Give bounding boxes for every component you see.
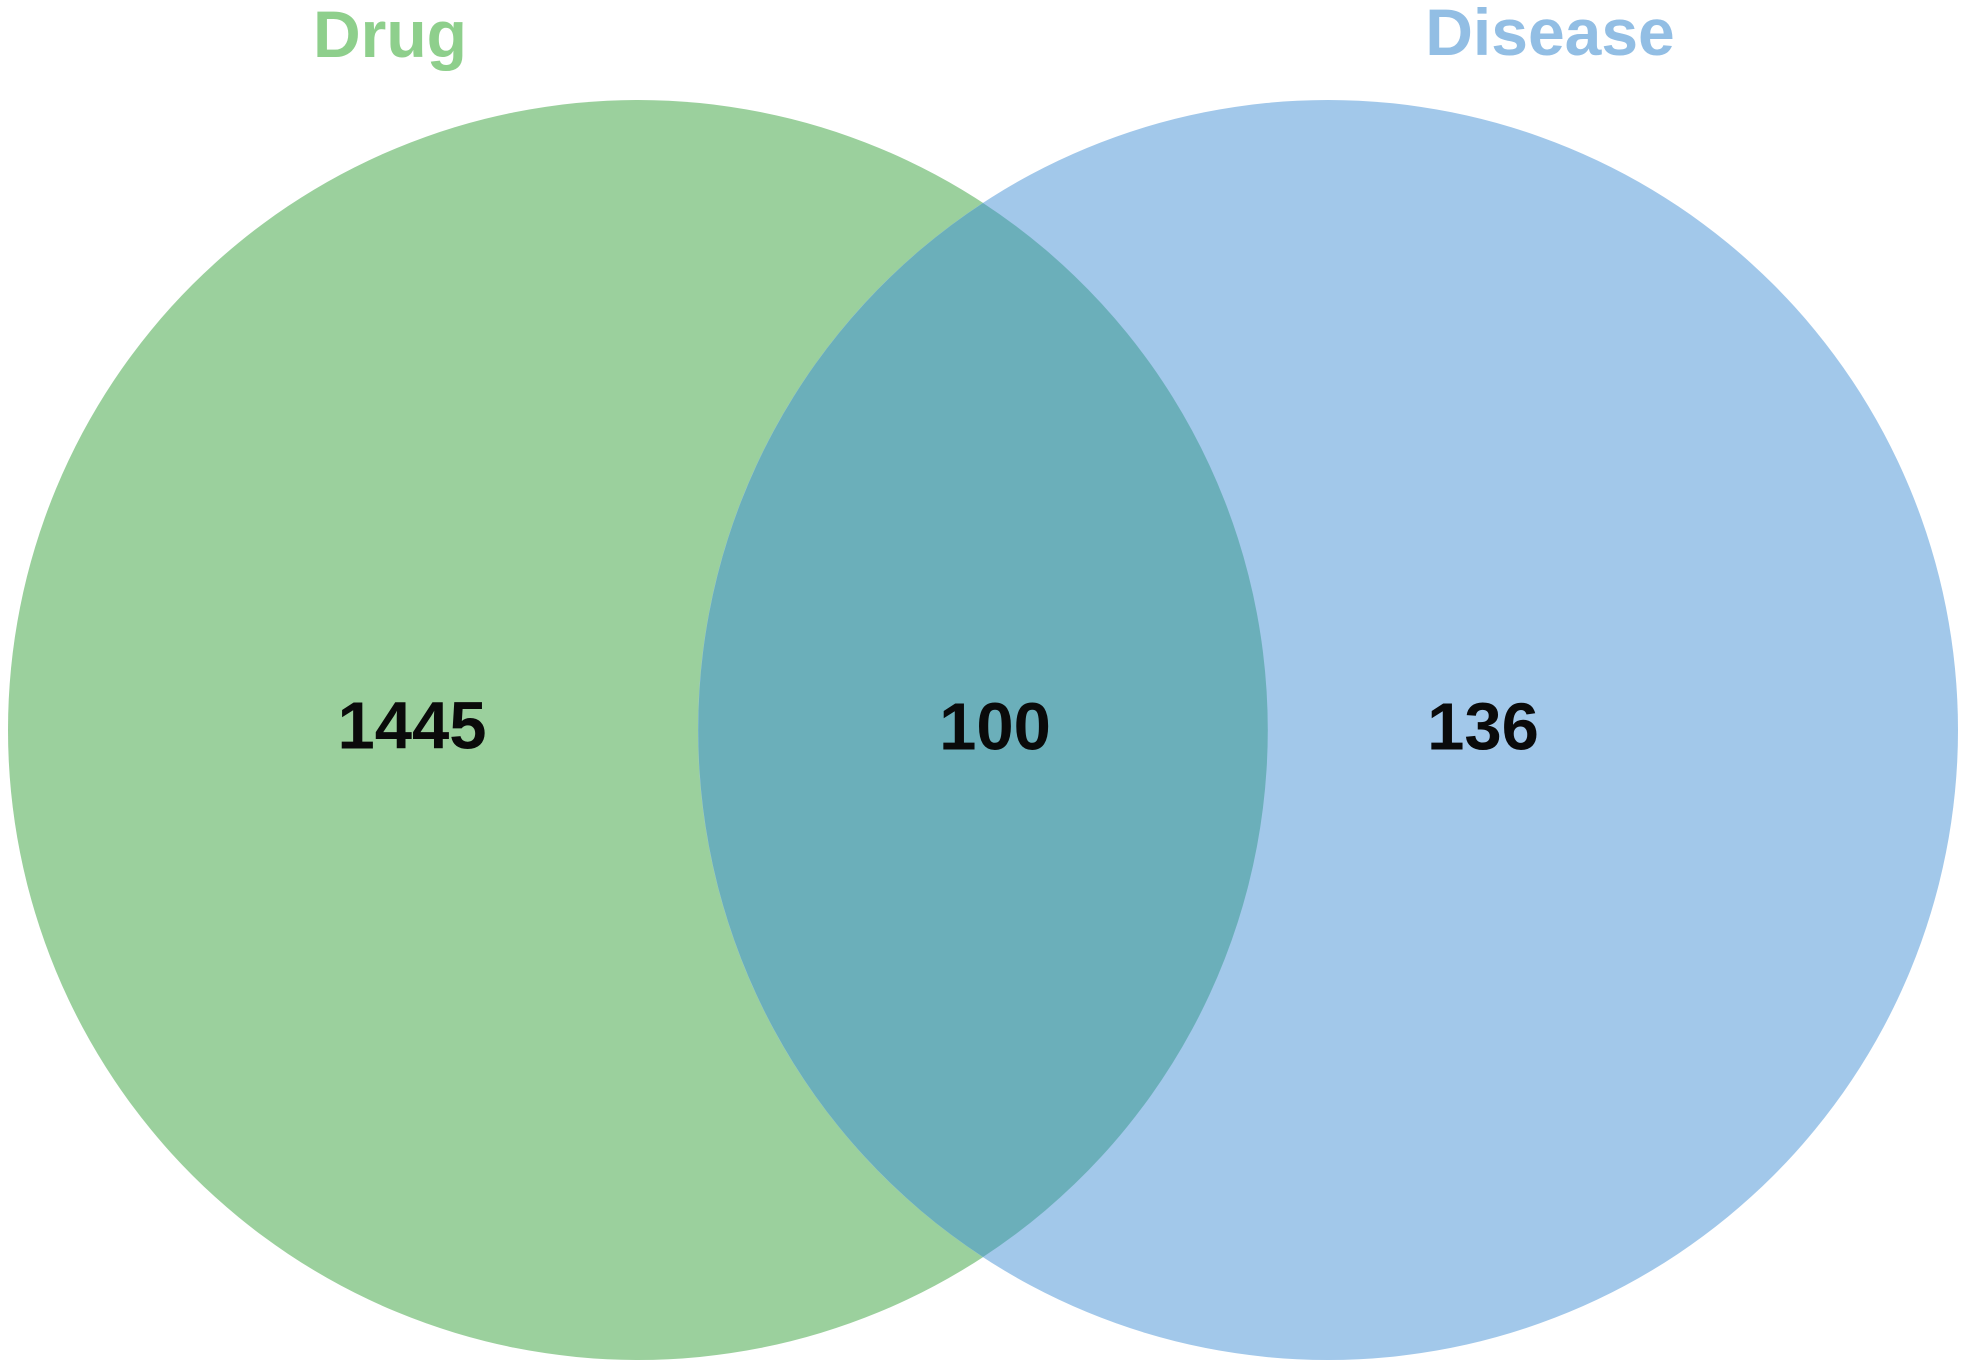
drug-exclusive-count: 1445 [337, 689, 486, 764]
intersection-count: 100 [939, 690, 1051, 765]
drug-set-label: Drug [313, 0, 467, 71]
disease-exclusive-count: 136 [1427, 690, 1539, 765]
intersection-region [698, 203, 1268, 1257]
disease-set-label: Disease [1425, 0, 1675, 69]
